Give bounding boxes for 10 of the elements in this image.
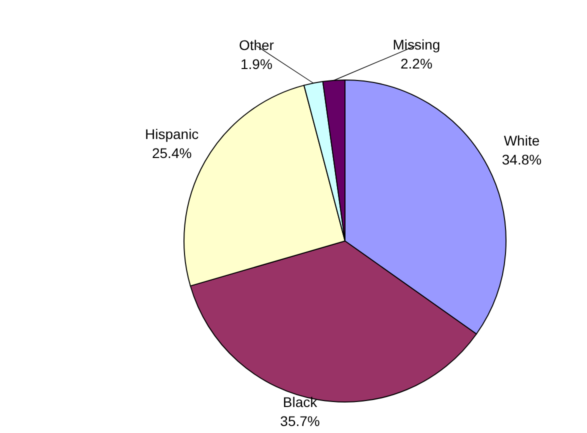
slice-label: Black — [282, 394, 318, 410]
slice-label: Missing — [392, 36, 440, 52]
data-label: 34.8% — [502, 152, 542, 168]
data-label: 2.2% — [400, 55, 432, 72]
slice-label: Hispanic — [144, 126, 199, 142]
slice-label: Other — [238, 36, 274, 53]
data-label: 25.4% — [152, 144, 192, 161]
data-label: 35.7% — [280, 413, 320, 429]
data-label: 1.9% — [240, 56, 272, 72]
slice-label: White — [504, 132, 540, 149]
